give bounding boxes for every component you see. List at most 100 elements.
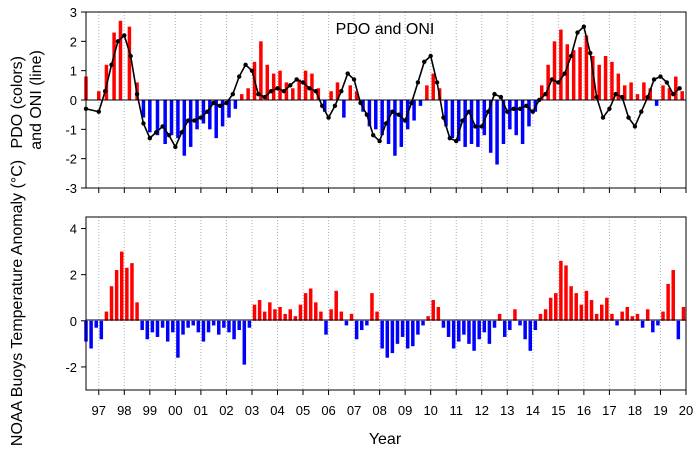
oni-point bbox=[288, 83, 293, 88]
oni-point bbox=[364, 112, 370, 117]
x-tick-label: 09 bbox=[398, 403, 412, 418]
bar bbox=[176, 100, 180, 139]
y-tick-label: 3 bbox=[70, 5, 77, 20]
x-tick-label: 02 bbox=[219, 403, 233, 418]
bar bbox=[380, 100, 384, 136]
top-panel-y-ticks: -3 -2 -1 0 1 2 3 bbox=[65, 5, 86, 196]
bar bbox=[501, 100, 506, 144]
bar bbox=[482, 100, 487, 136]
x-tick-label: 12 bbox=[475, 403, 489, 418]
bar bbox=[488, 100, 493, 153]
y-tick-label: 1 bbox=[70, 64, 77, 79]
bar bbox=[616, 73, 621, 100]
bar bbox=[94, 320, 98, 328]
x-tick-label: 03 bbox=[245, 403, 259, 418]
oni-point bbox=[326, 115, 331, 120]
oni-point bbox=[102, 89, 108, 94]
bar bbox=[508, 320, 512, 331]
bar bbox=[676, 320, 681, 340]
bar bbox=[181, 320, 185, 335]
oni-point bbox=[371, 133, 376, 138]
oni-point bbox=[460, 118, 465, 123]
bar bbox=[520, 100, 525, 144]
bar bbox=[191, 320, 195, 326]
bar bbox=[257, 300, 262, 321]
oni-point bbox=[96, 109, 101, 114]
y-tick-label: 4 bbox=[70, 222, 77, 237]
bar bbox=[661, 311, 665, 321]
oni-point bbox=[645, 94, 650, 100]
bar bbox=[278, 306, 282, 321]
bar bbox=[99, 320, 104, 340]
x-tick-label: 15 bbox=[551, 403, 565, 418]
oni-point bbox=[236, 74, 242, 79]
bar bbox=[265, 64, 270, 100]
bar bbox=[386, 100, 391, 144]
oni-point bbox=[179, 130, 184, 135]
x-tick-label: 20 bbox=[679, 403, 693, 418]
bar bbox=[324, 320, 328, 335]
bar bbox=[354, 320, 359, 340]
bar bbox=[393, 100, 397, 156]
bar bbox=[412, 100, 416, 121]
bar bbox=[656, 320, 660, 326]
bar bbox=[232, 320, 236, 340]
oni-point bbox=[262, 94, 267, 100]
oni-point bbox=[313, 89, 318, 94]
oni-point bbox=[275, 86, 280, 91]
bar bbox=[578, 47, 582, 100]
bar bbox=[195, 100, 199, 130]
x-axis-label: Year bbox=[369, 431, 402, 448]
bar bbox=[227, 100, 231, 118]
x-tick-label: 10 bbox=[423, 403, 437, 418]
bar bbox=[603, 56, 608, 100]
oni-point bbox=[651, 77, 657, 82]
oni-point bbox=[454, 138, 459, 144]
bottom-panel-buoy-bars bbox=[84, 251, 686, 365]
bar bbox=[114, 270, 119, 321]
bar bbox=[594, 313, 599, 321]
bar bbox=[584, 35, 589, 100]
bar bbox=[293, 316, 298, 321]
oni-point bbox=[224, 100, 229, 106]
oni-point bbox=[434, 80, 440, 85]
oni-point bbox=[415, 80, 421, 85]
oni-point bbox=[141, 121, 146, 126]
bar bbox=[661, 85, 665, 100]
x-tick-label: 18 bbox=[628, 403, 642, 418]
bar bbox=[246, 88, 250, 100]
bar bbox=[112, 32, 116, 100]
oni-point bbox=[664, 80, 670, 85]
bar bbox=[359, 320, 364, 331]
bar bbox=[620, 311, 624, 321]
oni-point bbox=[428, 53, 433, 59]
oni-point bbox=[109, 62, 114, 67]
oni-point bbox=[256, 91, 261, 97]
oni-point bbox=[562, 71, 567, 76]
bar bbox=[591, 56, 595, 100]
bar bbox=[681, 306, 686, 321]
y-tick-label: 0 bbox=[70, 93, 77, 108]
oni-point bbox=[134, 91, 140, 97]
bar bbox=[411, 320, 415, 347]
bar bbox=[574, 293, 578, 321]
bar bbox=[463, 100, 467, 147]
bar bbox=[165, 320, 170, 342]
bar bbox=[425, 85, 429, 100]
oni-point bbox=[390, 109, 395, 114]
bar bbox=[559, 260, 563, 321]
oni-point bbox=[383, 121, 389, 126]
oni-point bbox=[543, 91, 548, 97]
bar bbox=[457, 320, 461, 342]
bar bbox=[385, 320, 390, 358]
bar bbox=[565, 44, 570, 100]
x-tick-label: 14 bbox=[526, 403, 540, 418]
oni-point bbox=[505, 109, 510, 114]
bar bbox=[375, 311, 379, 321]
bar bbox=[125, 267, 129, 321]
bar bbox=[288, 309, 293, 321]
oni-point bbox=[632, 124, 638, 129]
oni-point bbox=[485, 109, 491, 114]
bar bbox=[271, 73, 276, 100]
x-tick-label: 06 bbox=[321, 403, 335, 418]
